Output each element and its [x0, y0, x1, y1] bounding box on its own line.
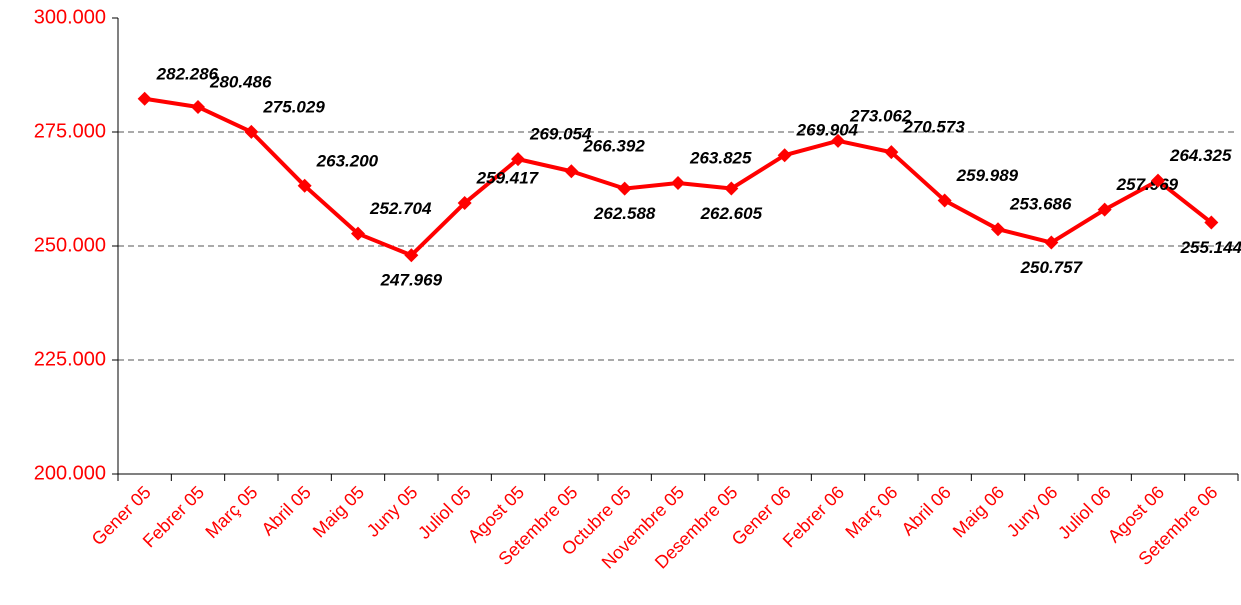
marker — [297, 178, 312, 193]
marker — [831, 133, 845, 148]
y-tick-label: 250.000 — [34, 234, 106, 256]
y-tick-label: 225.000 — [34, 348, 106, 370]
data-label: 250.757 — [1020, 258, 1084, 277]
data-label: 262.588 — [593, 204, 656, 223]
data-label: 259.417 — [476, 169, 540, 188]
x-tick-label: Març 05 — [201, 482, 261, 542]
marker — [937, 193, 952, 208]
data-label: 264.325 — [1169, 146, 1232, 165]
marker — [244, 124, 259, 139]
x-tick-label: Maig 06 — [949, 482, 1008, 541]
marker — [191, 99, 205, 114]
data-label: 266.392 — [582, 137, 645, 156]
data-label: 282.286 — [156, 64, 219, 83]
data-label: 269.904 — [796, 121, 859, 140]
data-label: 263.200 — [316, 151, 379, 170]
data-label: 262.605 — [700, 204, 763, 223]
data-label: 275.029 — [262, 97, 325, 116]
y-tick-label: 200.000 — [34, 462, 106, 484]
marker — [351, 226, 365, 241]
data-label: 269.054 — [529, 125, 592, 144]
marker — [1044, 235, 1059, 250]
marker — [724, 181, 739, 196]
data-label: 253.686 — [1009, 195, 1072, 214]
marker — [457, 196, 472, 211]
marker — [1097, 202, 1112, 217]
marker — [671, 175, 685, 190]
x-tick-label: Març 06 — [841, 482, 901, 542]
marker — [1151, 173, 1165, 188]
y-tick-label: 275.000 — [34, 120, 106, 142]
marker — [991, 222, 1005, 237]
y-tick-label: 300.000 — [34, 6, 106, 28]
marker — [884, 145, 899, 160]
marker — [564, 164, 579, 179]
marker — [404, 248, 419, 263]
x-tick-label: Maig 05 — [309, 482, 368, 541]
data-label: 270.573 — [902, 118, 965, 137]
data-label: 247.969 — [380, 271, 443, 290]
x-tick-label: Juny 06 — [1003, 482, 1062, 541]
x-tick-label: Abril 05 — [258, 482, 315, 539]
data-label: 273.062 — [849, 106, 912, 125]
marker — [511, 152, 525, 167]
marker — [777, 148, 792, 163]
data-label: 280.486 — [209, 72, 272, 91]
marker — [617, 181, 632, 196]
x-tick-label: Abril 06 — [898, 482, 955, 539]
data-label: 252.704 — [369, 199, 432, 218]
data-label: 259.989 — [956, 166, 1019, 185]
x-tick-label: Juny 05 — [363, 482, 422, 541]
data-label: 263.825 — [689, 148, 752, 167]
marker — [137, 91, 152, 106]
data-label: 257.969 — [1116, 175, 1179, 194]
marker — [1204, 215, 1219, 230]
data-label: 255.144 — [1180, 238, 1241, 257]
